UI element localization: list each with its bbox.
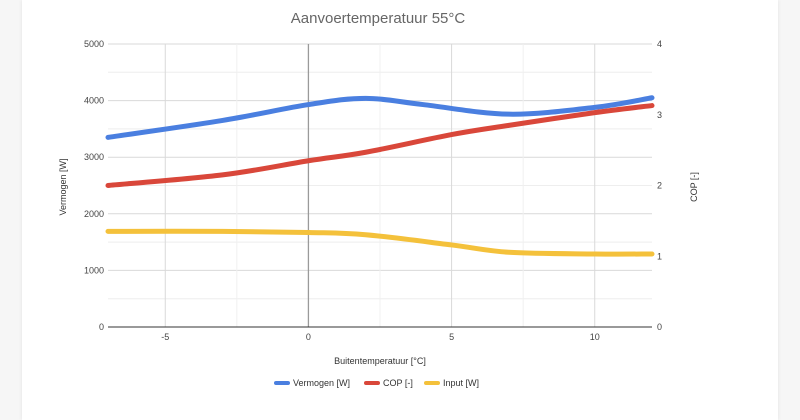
y2-axis-label: COP [-] xyxy=(689,172,699,202)
y-tick-label: 5000 xyxy=(84,39,104,49)
series-line-1 xyxy=(105,95,655,140)
y2-tick-label: 1 xyxy=(657,251,662,261)
legend-label: COP [-] xyxy=(383,378,413,388)
x-tick-label: 10 xyxy=(590,332,600,342)
y-tick-label: 3000 xyxy=(84,152,104,162)
x-axis-label: Buitentemperatuur [°C] xyxy=(334,356,426,366)
series-line-2 xyxy=(105,103,655,188)
series-lines xyxy=(105,95,655,257)
chart-card xyxy=(22,0,778,420)
legend-label: Vermogen [W] xyxy=(293,378,350,388)
y-tick-label: 0 xyxy=(99,322,104,332)
x-tick-label: -5 xyxy=(161,332,169,342)
y2-tick-label: 0 xyxy=(657,322,662,332)
legend-label: Input [W] xyxy=(443,378,479,388)
grid xyxy=(108,43,652,328)
y2-tick-label: 2 xyxy=(657,181,662,191)
y-axis-label: Vermogen [W] xyxy=(58,158,68,215)
y-tick-label: 2000 xyxy=(84,209,104,219)
series-line-3 xyxy=(105,228,655,257)
x-tick-label: 5 xyxy=(449,332,454,342)
y-tick-label: 1000 xyxy=(84,265,104,275)
x-tick-label: 0 xyxy=(306,332,311,342)
legend: Vermogen [W] COP [-] Input [W] xyxy=(274,378,479,388)
axes: 0 1000 2000 3000 4000 5000 0 1 2 3 4 -5 0 5 10 xyxy=(84,39,662,342)
y2-tick-label: 4 xyxy=(657,39,662,49)
y-tick-label: 4000 xyxy=(84,96,104,106)
y2-tick-label: 3 xyxy=(657,110,662,120)
chart-title: Aanvoertemperatuur 55°C xyxy=(291,10,466,27)
